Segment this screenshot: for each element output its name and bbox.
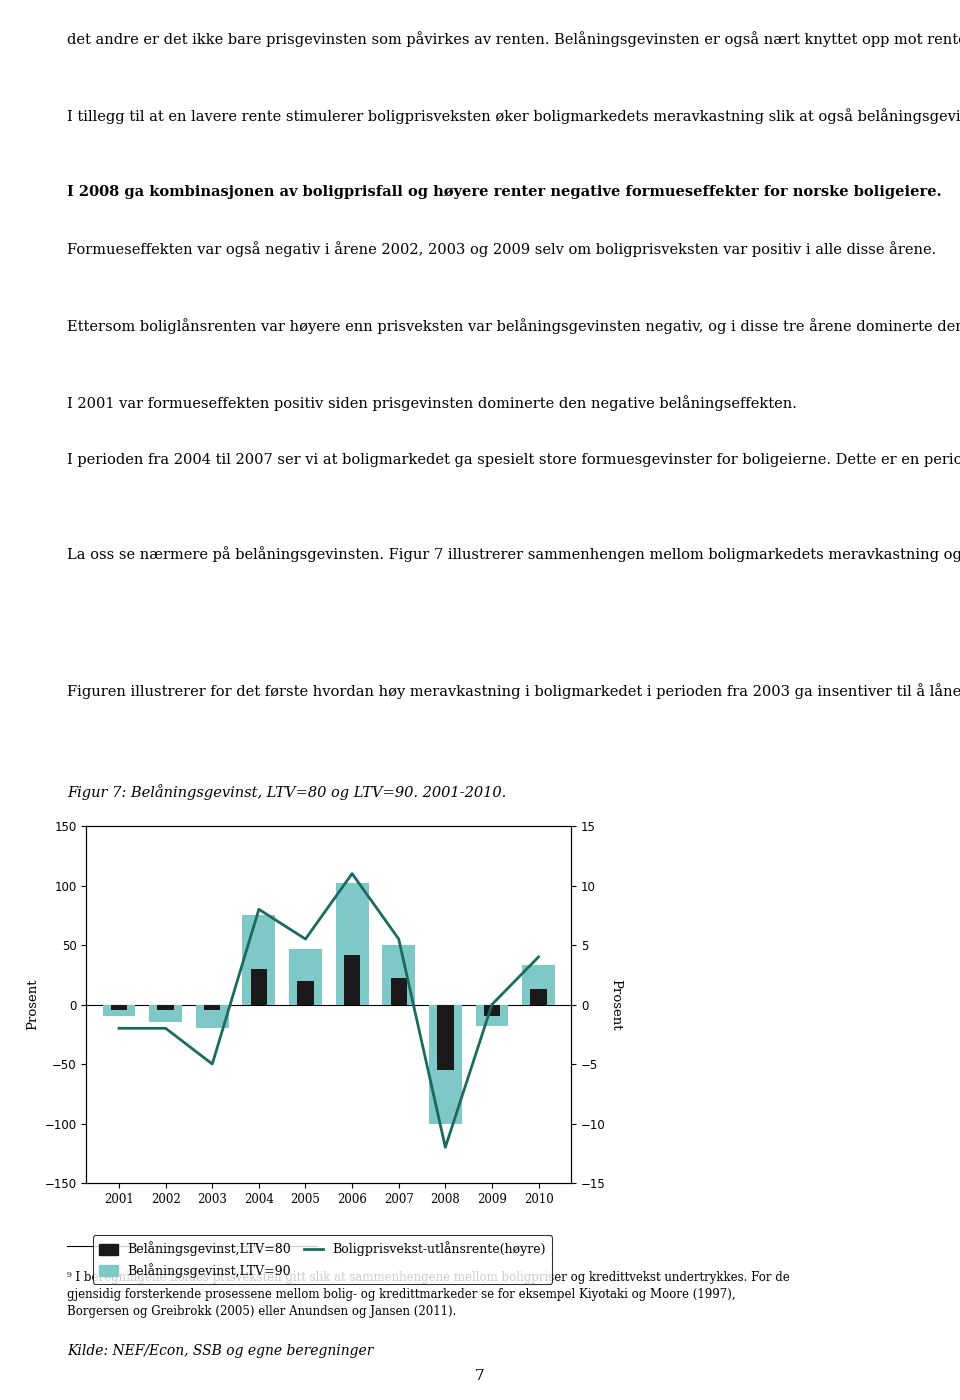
- Bar: [251, 969, 267, 1005]
- Text: Formueseffekten var også negativ i årene 2002, 2003 og 2009 selv om boligprisvek: Formueseffekten var også negativ i årene…: [67, 241, 936, 256]
- Bar: [344, 955, 360, 1005]
- Bar: [437, 1005, 453, 1070]
- Text: ⁹ I beregningene holdes prisveksten gitt slik at sammenhengene mellom boligprise: ⁹ I beregningene holdes prisveksten gitt…: [67, 1271, 790, 1319]
- Bar: [110, 1005, 128, 1011]
- Text: det andre er det ikke bare prisgevinsten som påvirkes av renten. Belåningsgevins: det andre er det ikke bare prisgevinsten…: [67, 31, 960, 46]
- Y-axis label: Prosent: Prosent: [610, 979, 622, 1030]
- Text: I 2008 ga kombinasjonen av boligprisfall og høyere renter negative formueseffekt: I 2008 ga kombinasjonen av boligprisfall…: [67, 185, 942, 199]
- Bar: [149, 1005, 182, 1022]
- Bar: [204, 1005, 221, 1011]
- Bar: [157, 1005, 174, 1011]
- Bar: [243, 916, 276, 1005]
- Bar: [289, 949, 322, 1005]
- Bar: [336, 883, 369, 1005]
- Bar: [196, 1005, 228, 1029]
- Bar: [429, 1005, 462, 1124]
- Bar: [382, 945, 415, 1005]
- Bar: [391, 979, 407, 1005]
- Text: 7: 7: [475, 1369, 485, 1383]
- Text: I 2001 var formueseffekten positiv siden prisgevinsten dominerte den negative be: I 2001 var formueseffekten positiv siden…: [67, 395, 797, 410]
- Text: Figur 7: Belåningsgevinst, LTV=80 og LTV=90. 2001-2010.: Figur 7: Belåningsgevinst, LTV=80 og LTV…: [67, 784, 507, 799]
- Text: Kilde: NEF/Econ, SSB og egne beregninger: Kilde: NEF/Econ, SSB og egne beregninger: [67, 1344, 373, 1358]
- Text: Ettersom boliglånsrenten var høyere enn prisveksten var belåningsgevinsten negat: Ettersom boliglånsrenten var høyere enn …: [67, 318, 960, 333]
- Text: La oss se nærmere på belåningsgevinsten. Figur 7 illustrerer sammenhengen mellom: La oss se nærmere på belåningsgevinsten.…: [67, 546, 960, 561]
- Text: I tillegg til at en lavere rente stimulerer boligprisveksten øker boligmarkedets: I tillegg til at en lavere rente stimule…: [67, 108, 960, 123]
- Text: I perioden fra 2004 til 2007 ser vi at boligmarkedet ga spesielt store formuesge: I perioden fra 2004 til 2007 ser vi at b…: [67, 451, 960, 466]
- Bar: [298, 981, 314, 1005]
- Text: Figuren illustrerer for det første hvordan høy meravkastning i boligmarkedet i p: Figuren illustrerer for det første hvord…: [67, 683, 960, 699]
- Bar: [530, 988, 547, 1005]
- Bar: [475, 1005, 509, 1026]
- Y-axis label: Prosent: Prosent: [26, 979, 39, 1030]
- Bar: [103, 1005, 135, 1016]
- Legend: Belåningsgevinst,LTV=80, Belåningsgevinst,LTV=90, Boligprisvekst-utlånsrente(høy: Belåningsgevinst,LTV=80, Belåningsgevins…: [93, 1235, 552, 1284]
- Bar: [484, 1005, 500, 1016]
- Bar: [522, 965, 555, 1005]
